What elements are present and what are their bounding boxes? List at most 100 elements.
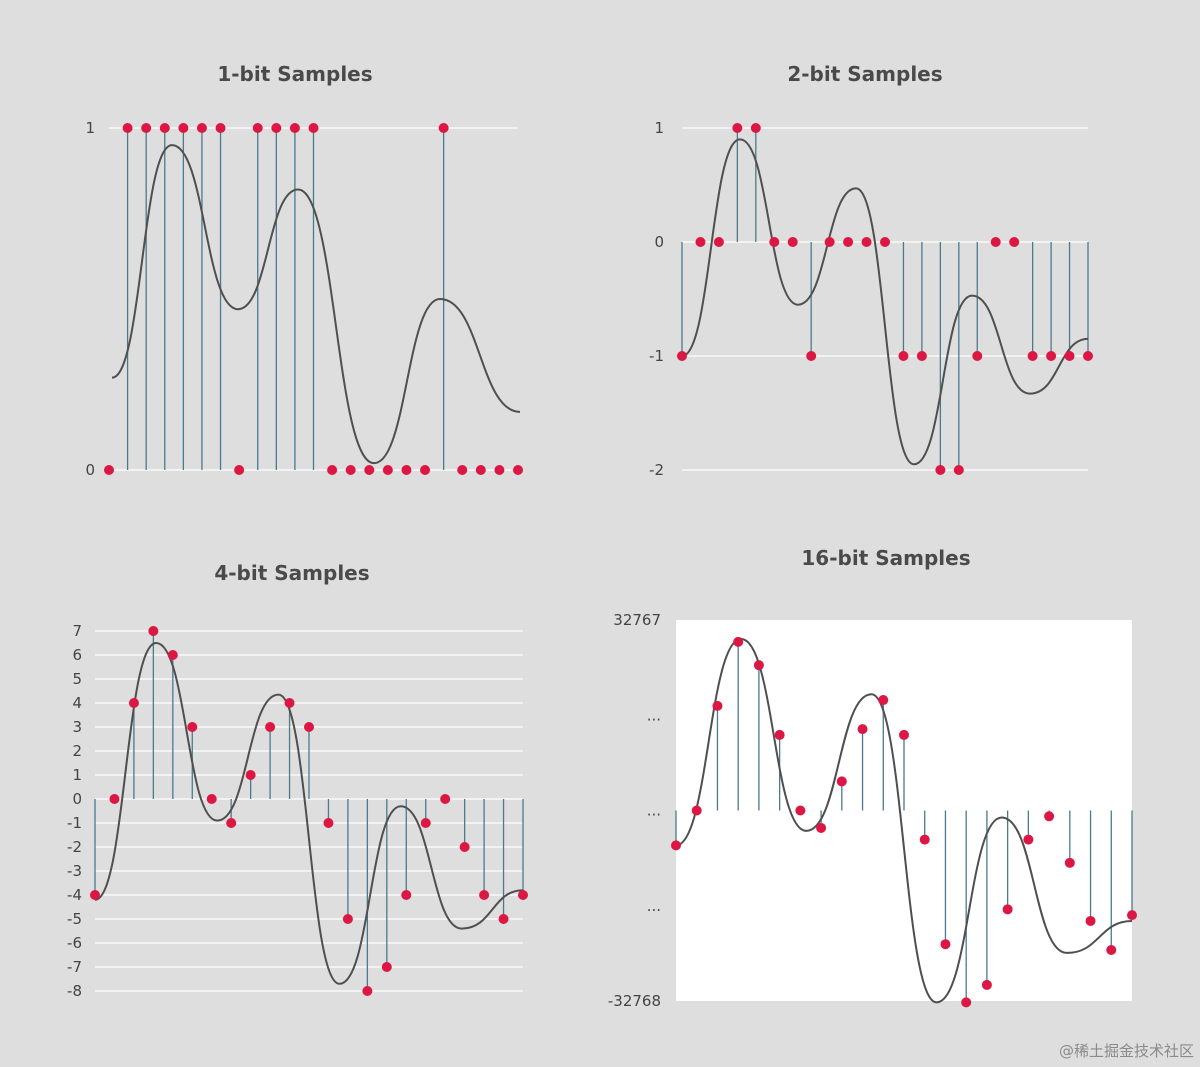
2bit-sample-point [1083, 351, 1093, 361]
1bit-sample-point [420, 465, 431, 475]
4bit-sample-point [284, 698, 295, 708]
4bit-sample-point [187, 722, 198, 732]
4bit-y-tick-label: -1 [67, 814, 82, 832]
4bit-y-tick-label: 7 [72, 622, 82, 640]
1bit-sample-point [104, 465, 114, 475]
chart-16bit-plot-background [676, 620, 1132, 1001]
16bit-sample-point [712, 700, 723, 711]
1bit-sample-point [327, 465, 338, 475]
chart-1bit: 1-bit Samples 0 1 [85, 62, 523, 479]
1bit-sample-point [382, 465, 393, 475]
16bit-sample-point [836, 776, 847, 787]
2bit-sample-point [806, 351, 817, 361]
4bit-sample-point [265, 722, 276, 732]
16bit-analog-wave [675, 637, 1133, 1004]
16bit-sample-point [857, 724, 868, 735]
chart-16bit: 16-bit Samples 32767......... -32768 [608, 546, 1137, 1010]
2bit-sample-point [750, 123, 761, 133]
2bit-sample-point [1046, 351, 1057, 361]
1bit-sample-point [271, 123, 282, 133]
4bit-sample-point [498, 914, 509, 924]
4bit-y-tick-label: 6 [72, 646, 82, 664]
2bit-sample-point [953, 465, 964, 475]
4bit-sample-point [381, 962, 392, 972]
1bit-sample-point [252, 123, 263, 133]
2bit-sample-point [695, 237, 706, 247]
16bit-y-tick-label: 32767 [613, 611, 661, 629]
2bit-sample-point [787, 237, 798, 247]
4bit-y-tick-label: -7 [67, 958, 82, 976]
1bit-sample-point [234, 465, 245, 475]
2bit-sample-point [824, 237, 835, 247]
4bit-sample-point [90, 890, 100, 900]
1bit-sample-point [289, 123, 300, 133]
chart-2bit-title: 2-bit Samples [787, 62, 942, 86]
4bit-sample-point [401, 890, 412, 900]
16bit-sample-point [1044, 811, 1055, 822]
16bit-y-tick-label: ... [647, 897, 661, 915]
2bit-sample-point [732, 123, 743, 133]
1bit-sample-point [438, 123, 449, 133]
1bit-sample-point [141, 123, 152, 133]
1bit-sample-point [122, 123, 133, 133]
4bit-y-tick-label: 4 [72, 694, 82, 712]
4bit-analog-wave [94, 641, 524, 985]
2bit-y-tick-label: -2 [649, 461, 664, 479]
16bit-sample-point [1106, 945, 1117, 956]
1bit-sample-point [178, 123, 189, 133]
4bit-y-tick-label: 1 [72, 766, 82, 784]
16bit-sample-point [1085, 915, 1096, 926]
2bit-y-tick-label: 1 [654, 119, 664, 137]
1bit-sample-point [401, 465, 412, 475]
16bit-y-tick-label: ... [647, 706, 661, 724]
16bit-sample-point [1023, 834, 1034, 845]
1bit-sample-point [196, 123, 207, 133]
2bit-sample-point [713, 237, 724, 247]
16bit-y-tick-label: ... [647, 802, 661, 820]
1bit-sample-point [345, 465, 356, 475]
4bit-y-tick-label: -5 [67, 910, 82, 928]
4bit-sample-point [342, 914, 353, 924]
16bit-sample-point [961, 997, 972, 1008]
chart-4bit-title: 4-bit Samples [214, 561, 369, 585]
16bit-sample-point [1002, 904, 1013, 915]
4bit-y-tick-label: -2 [67, 838, 82, 856]
2bit-sample-point [769, 237, 780, 247]
4bit-sample-point [459, 842, 470, 852]
1bit-sample-point [159, 123, 170, 133]
4bit-y-tick-label: -3 [67, 862, 82, 880]
16bit-sample-point [899, 729, 909, 740]
16bit-y-tick-label: -32768 [608, 992, 661, 1010]
16bit-sample-point [671, 840, 681, 851]
4bit-y-tick-label: -8 [67, 982, 82, 1000]
4bit-y-tick-label: -6 [67, 934, 82, 952]
16bit-sample-point [753, 660, 764, 671]
watermark: @稀土掘金技术社区 [1058, 1042, 1194, 1060]
16bit-sample-point [691, 805, 702, 816]
2bit-sample-point [1064, 351, 1075, 361]
4bit-sample-point [362, 986, 373, 996]
4bit-sample-point [479, 890, 490, 900]
4bit-sample-point [226, 818, 237, 828]
2bit-sample-point [1009, 237, 1020, 247]
1bit-sample-point [215, 123, 226, 133]
16bit-sample-point [1127, 910, 1137, 921]
4bit-sample-point [304, 722, 314, 732]
4bit-y-tick-label: 3 [72, 718, 82, 736]
4bit-y-tick-label: 5 [72, 670, 82, 688]
16bit-sample-point [981, 979, 992, 990]
2bit-sample-point [898, 351, 909, 361]
16bit-sample-point [795, 805, 806, 816]
2bit-sample-point [880, 237, 890, 247]
2bit-sample-point [990, 237, 1001, 247]
16bit-sample-point [1064, 857, 1075, 868]
4bit-sample-point [206, 794, 217, 804]
4bit-sample-point [148, 626, 159, 636]
16bit-sample-point [733, 636, 744, 647]
2bit-sample-point [972, 351, 983, 361]
4bit-sample-point [440, 794, 451, 804]
2bit-sample-point [677, 351, 687, 361]
chart-1bit-title: 1-bit Samples [217, 62, 372, 86]
16bit-sample-point [919, 834, 930, 845]
